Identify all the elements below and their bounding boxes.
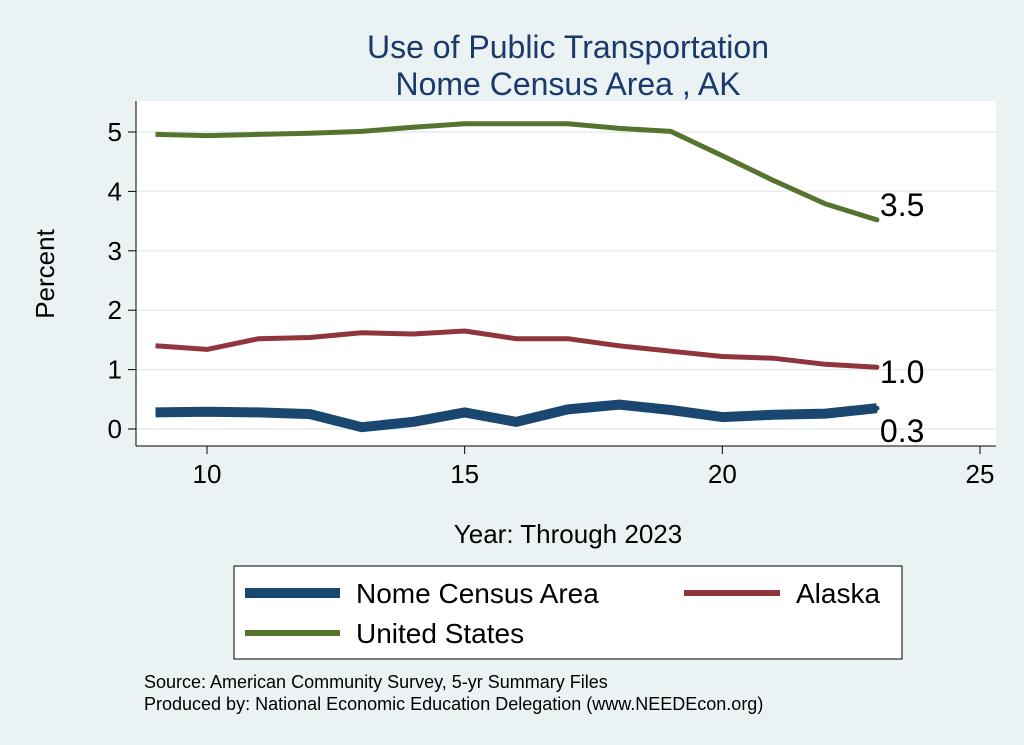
end-label-united-states: 3.5 — [880, 187, 924, 223]
y-tick-label-2: 2 — [108, 295, 122, 325]
series-line-nome-census-area — [155, 399, 878, 433]
x-tick-label-10: 10 — [193, 459, 222, 489]
x-axis-title: Year: Through 2023 — [454, 519, 682, 549]
series-end-point-nome-census-area — [874, 405, 880, 411]
y-axis-title: Percent — [30, 228, 60, 318]
end-labels: 0.3 1.0 3.5 — [880, 187, 924, 449]
chart-title-line-2: Nome Census Area , AK — [395, 66, 740, 102]
plot-area — [136, 101, 996, 446]
legend-label-alaska: Alaska — [796, 578, 880, 609]
legend: Nome Census Area Alaska United States — [233, 565, 903, 660]
y-tick-label-1: 1 — [108, 355, 122, 385]
x-tick-label-20: 20 — [708, 459, 737, 489]
producer-note: Produced by: National Economic Education… — [144, 694, 763, 714]
end-label-nome-census-area: 0.3 — [880, 413, 924, 449]
axes: 0 1 2 3 4 5 10 15 20 25 — [108, 101, 996, 489]
series-end-point-united-states — [874, 217, 880, 223]
end-label-alaska: 1.0 — [880, 354, 924, 390]
y-tick-label-5: 5 — [108, 117, 122, 147]
series-end-point-alaska — [874, 364, 880, 370]
legend-box — [233, 565, 903, 660]
series-line-alaska — [155, 328, 878, 370]
y-tick-label-3: 3 — [108, 236, 122, 266]
source-note: Source: American Community Survey, 5-yr … — [144, 672, 608, 692]
chart-title-line-1: Use of Public Transportation — [367, 29, 769, 65]
x-tick-label-15: 15 — [450, 459, 479, 489]
legend-label-us: United States — [356, 618, 524, 649]
series-lines — [155, 121, 880, 433]
y-tick-label-0: 0 — [108, 414, 122, 444]
y-tick-label-4: 4 — [108, 176, 122, 206]
series-line-united-states — [155, 121, 878, 223]
legend-label-nome: Nome Census Area — [356, 578, 599, 609]
x-tick-label-25: 25 — [966, 459, 995, 489]
